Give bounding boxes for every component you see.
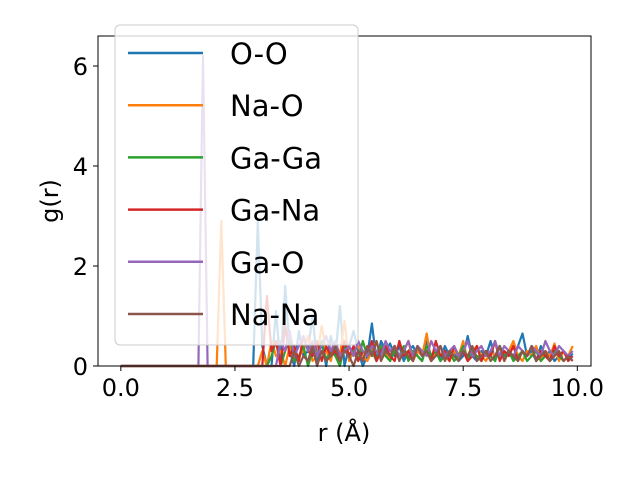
x-tick-label: 7.5 [444, 374, 482, 402]
legend-label-ga-na: Ga-Na [230, 194, 320, 228]
x-tick-label: 0.0 [102, 374, 140, 402]
legend-label-o-o: O-O [230, 37, 288, 71]
legend: O-O Na-O Ga-Ga Ga-Na Ga-O Na-Na [114, 24, 359, 346]
x-tick-label: 2.5 [216, 374, 254, 402]
y-axis-label: g(r) [36, 179, 64, 223]
legend-box [114, 24, 359, 346]
x-tick-label: 10.0 [551, 374, 604, 402]
y-tick-label: 4 [73, 153, 88, 181]
y-tick-label: 2 [73, 253, 88, 281]
legend-label-ga-ga: Ga-Ga [230, 141, 322, 175]
x-axis-label: r (Å) [318, 418, 371, 447]
y-tick-label: 6 [73, 53, 88, 81]
legend-label-ga-o: Ga-O [230, 246, 304, 280]
x-tick-label: 5.0 [330, 374, 368, 402]
legend-label-na-na: Na-Na [230, 298, 319, 332]
axes: 0.0 2.5 5.0 7.5 10.0 0 2 4 6 [73, 35, 604, 402]
y-tick-label: 0 [73, 353, 88, 381]
legend-label-na-o: Na-O [230, 89, 304, 123]
